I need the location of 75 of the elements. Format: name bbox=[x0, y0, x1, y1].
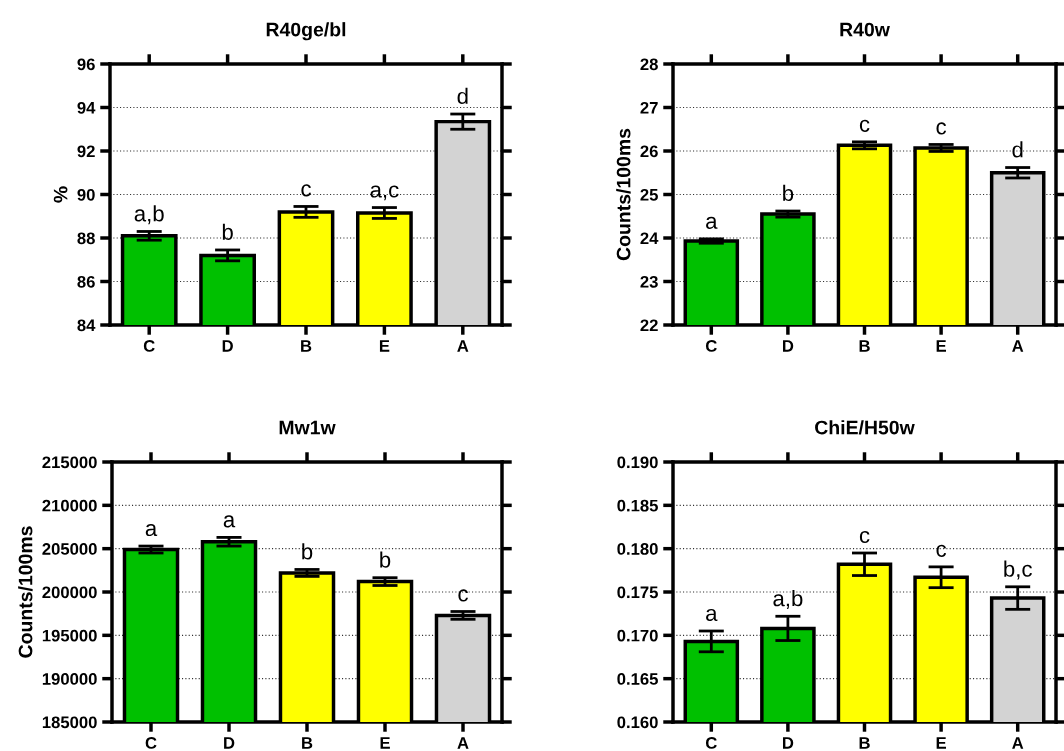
annotation: a,b bbox=[134, 205, 164, 225]
x-tick-label: D bbox=[222, 340, 233, 352]
y-tick-label: 0.185 bbox=[617, 499, 658, 512]
y-tick-label: 0.175 bbox=[617, 586, 658, 599]
x-tick-label: C bbox=[143, 340, 155, 352]
y-axis-title: Counts/100ms bbox=[18, 526, 33, 658]
x-tick-label: E bbox=[936, 340, 947, 352]
x-tick-label: A bbox=[457, 737, 469, 749]
chart-title: R40ge/bl bbox=[266, 22, 346, 41]
x-tick-label: B bbox=[302, 737, 313, 749]
y-tick-label: 0.160 bbox=[617, 716, 658, 729]
x-tick-label: B bbox=[301, 340, 312, 352]
annotation: a bbox=[145, 523, 158, 537]
annotation: d bbox=[1012, 141, 1023, 158]
annotation: a bbox=[706, 608, 718, 622]
y-tick-label: 88 bbox=[77, 232, 95, 245]
annotation: b bbox=[302, 543, 313, 560]
x-tick-label: C bbox=[145, 737, 157, 749]
y-axis-title: Counts/100ms bbox=[616, 128, 631, 261]
chart-title: Mw1w bbox=[279, 420, 336, 435]
annotation: a,b bbox=[773, 590, 803, 609]
y-tick-label: 0.190 bbox=[617, 456, 658, 469]
x-tick-label: A bbox=[457, 340, 469, 352]
annotation: a bbox=[706, 216, 718, 229]
annotation: a bbox=[223, 515, 236, 528]
x-tick-label: B bbox=[859, 737, 870, 749]
y-tick-label: 22 bbox=[640, 319, 658, 332]
y-tick-label: 25 bbox=[640, 188, 658, 201]
annotation: a,c bbox=[370, 185, 399, 201]
y-tick-label: 205000 bbox=[42, 543, 97, 555]
chart-title: R40w bbox=[840, 22, 890, 37]
y-tick-label: 23 bbox=[640, 275, 658, 288]
y-tick-label: 94 bbox=[77, 101, 96, 114]
x-tick-label: C bbox=[705, 737, 717, 749]
y-tick-label: 90 bbox=[77, 188, 95, 201]
y-tick-label: 84 bbox=[77, 319, 96, 332]
y-tick-label: 185000 bbox=[42, 716, 97, 729]
x-tick-label: E bbox=[936, 737, 947, 749]
y-tick-label: 92 bbox=[77, 145, 95, 158]
y-tick-label: 86 bbox=[77, 275, 95, 288]
y-tick-label: 190000 bbox=[42, 673, 97, 685]
annotation: c bbox=[936, 544, 947, 557]
chart-title: ChiE/H50w bbox=[815, 420, 915, 435]
x-tick-label: D bbox=[783, 340, 794, 352]
y-tick-label: 210000 bbox=[42, 499, 97, 512]
y-tick-label: 28 bbox=[640, 58, 658, 71]
y-tick-label: 0.165 bbox=[617, 673, 658, 685]
x-tick-label: A bbox=[1012, 737, 1024, 749]
x-tick-label: D bbox=[224, 737, 235, 749]
annotation: c bbox=[301, 184, 311, 197]
annotation: c bbox=[936, 122, 947, 135]
x-tick-label: B bbox=[859, 340, 870, 352]
y-tick-label: 200000 bbox=[42, 586, 97, 599]
x-tick-label: E bbox=[380, 737, 390, 749]
x-tick-label: A bbox=[1012, 340, 1024, 352]
y-tick-label: 24 bbox=[640, 232, 659, 245]
y-tick-label: 96 bbox=[77, 58, 95, 71]
y-axis-title: % bbox=[53, 186, 68, 203]
y-tick-label: 27 bbox=[640, 101, 658, 114]
annotation: d bbox=[457, 87, 468, 105]
annotation: b bbox=[222, 223, 233, 241]
annotation: c bbox=[859, 530, 870, 544]
x-tick-label: E bbox=[379, 340, 390, 352]
annotation: c bbox=[859, 119, 870, 132]
y-tick-label: 0.180 bbox=[617, 543, 658, 555]
annotation: b bbox=[783, 184, 794, 202]
annotation: b bbox=[380, 551, 391, 568]
annotation: b,c bbox=[1004, 560, 1032, 580]
y-tick-label: 215000 bbox=[42, 456, 97, 469]
y-tick-label: 0.170 bbox=[617, 629, 658, 642]
x-tick-label: D bbox=[783, 737, 794, 749]
x-tick-label: C bbox=[705, 340, 717, 352]
annotation: c bbox=[458, 589, 468, 602]
y-tick-label: 26 bbox=[640, 145, 658, 158]
y-tick-label: 195000 bbox=[42, 629, 97, 642]
